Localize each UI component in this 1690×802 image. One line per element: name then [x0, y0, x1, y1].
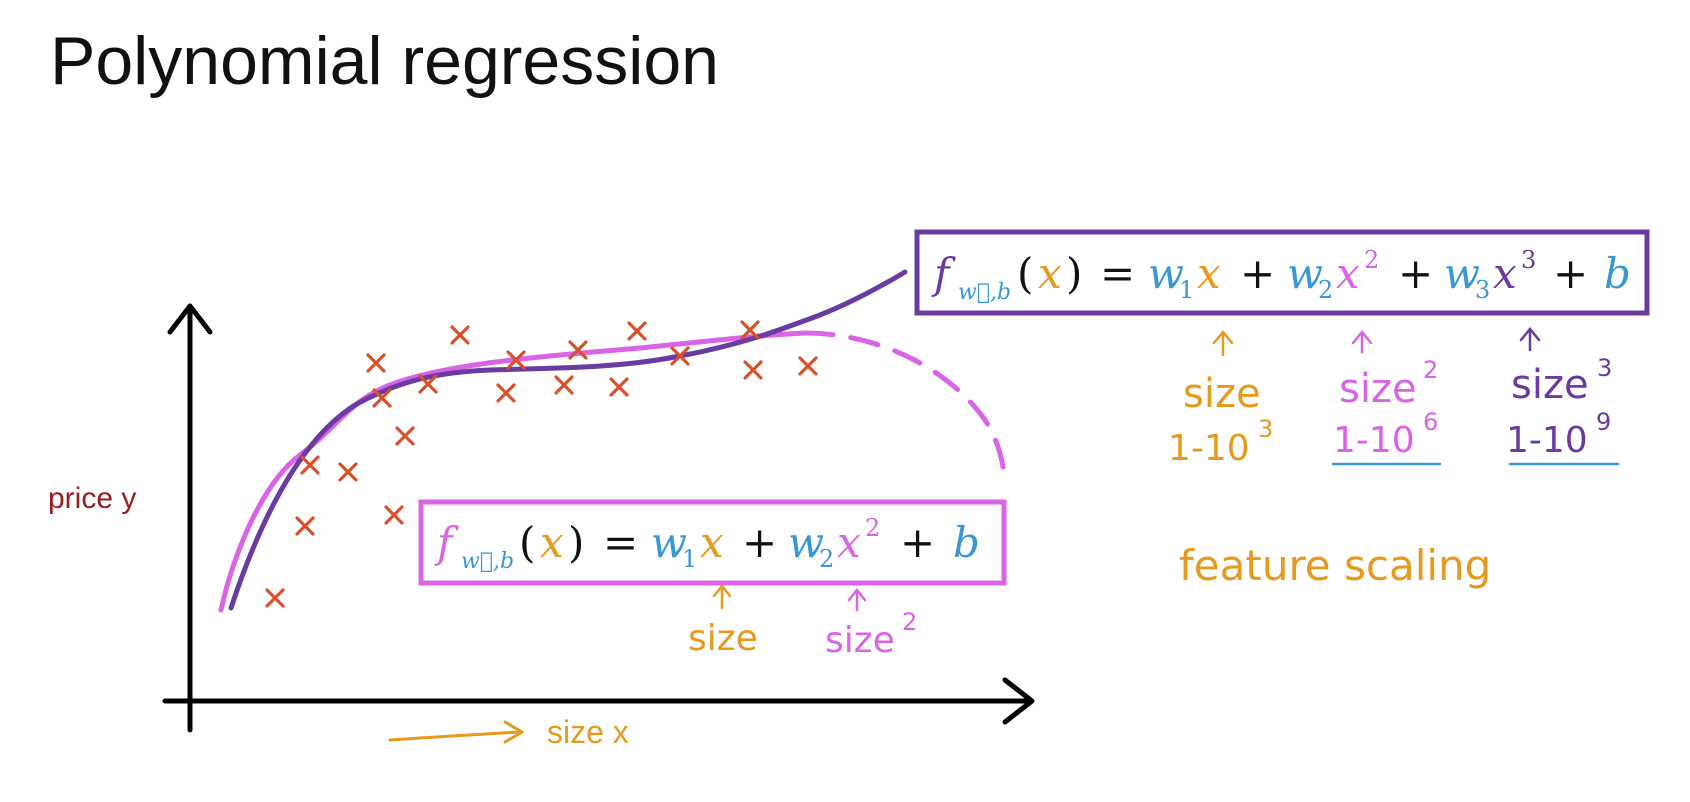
- quadratic-curve-dashed: [802, 330, 1008, 485]
- c-b: b: [1604, 249, 1631, 298]
- c-ann-size2-pow: 2: [1423, 356, 1438, 384]
- c-w2-sub: 2: [1318, 276, 1333, 304]
- c-plus1: +: [1240, 249, 1275, 298]
- q-ann-size2: size: [825, 620, 895, 661]
- data-point: [627, 321, 647, 341]
- data-point: [418, 374, 438, 394]
- q-paren-close: ): [568, 518, 584, 567]
- data-point: [496, 383, 516, 403]
- c-ann-size2: size: [1339, 366, 1417, 412]
- q-plus2: +: [900, 518, 935, 567]
- c-x3-pow: 3: [1521, 246, 1536, 274]
- q-plus1: +: [742, 518, 777, 567]
- c-ann-range2-pow: 6: [1423, 408, 1438, 436]
- data-point: [395, 426, 415, 446]
- c-w1-sub: 1: [1179, 276, 1194, 304]
- data-point: [568, 340, 588, 360]
- q-x1: x: [700, 518, 724, 567]
- q-arrow-size2: [847, 587, 867, 612]
- cubic-curve: [228, 269, 908, 611]
- data-point: [798, 356, 818, 376]
- slide-title: Polynomial regression: [50, 23, 719, 99]
- c-w3-sub: 3: [1475, 276, 1490, 304]
- data-point: [338, 462, 358, 482]
- q-x2-pow: 2: [865, 514, 880, 542]
- data-point: [295, 516, 315, 536]
- data-point: [743, 360, 763, 380]
- cubic-formula: f w⃗,b ( x ) = w 1 x + w 2 x 2 + w 3 x 3…: [931, 246, 1631, 305]
- q-w1-sub: 1: [682, 545, 697, 573]
- quadratic-formula: f w⃗,b ( x ) = w 1 x + w 2 x 2 + b: [434, 514, 980, 574]
- q-sub: w⃗,b: [461, 549, 514, 574]
- quadratic-annotations: size size 2: [688, 583, 917, 661]
- y-axis-label: price y: [48, 482, 136, 515]
- c-plus2: +: [1398, 249, 1433, 298]
- data-points: [265, 320, 818, 608]
- data-point: [740, 320, 760, 340]
- c-ann-size3: size: [1511, 362, 1589, 408]
- c-x-arg: x: [1038, 249, 1062, 298]
- c-paren-close: ): [1066, 249, 1082, 298]
- data-point: [372, 388, 392, 408]
- c-eq: =: [1100, 249, 1135, 298]
- data-point: [384, 505, 404, 525]
- c-plus3: +: [1553, 249, 1588, 298]
- c-arrow-size3: [1519, 327, 1541, 352]
- c-w2: w: [1287, 249, 1323, 298]
- q-x-arg: x: [540, 518, 564, 567]
- cubic-annotations: size 1-10 3 size 2 1-10 6 size 3 1-10 9: [1168, 327, 1620, 469]
- c-ann-size: size: [1183, 371, 1261, 417]
- data-point: [265, 588, 285, 608]
- c-x2: x: [1336, 249, 1360, 298]
- axes: [162, 303, 1035, 733]
- c-sub: w⃗,b: [958, 280, 1011, 305]
- c-ann-range3: 1-10: [1506, 420, 1588, 461]
- quadratic-formula-box: [418, 499, 1007, 586]
- c-x3: x: [1493, 249, 1517, 298]
- q-ann-size2-pow: 2: [902, 608, 917, 636]
- y-axis-arrowhead: [167, 303, 213, 335]
- x-axis-arrowhead: [1002, 677, 1035, 725]
- q-eq: =: [603, 518, 638, 567]
- data-point: [450, 325, 470, 345]
- quadratic-curve: [218, 330, 808, 613]
- q-w1: w: [651, 518, 687, 567]
- q-w2: w: [788, 518, 824, 567]
- c-w3: w: [1444, 249, 1480, 298]
- data-point: [300, 455, 320, 475]
- data-point: [366, 353, 386, 373]
- data-point: [506, 350, 526, 370]
- c-ann-range2: 1-10: [1333, 420, 1415, 461]
- q-paren-open: (: [519, 518, 535, 567]
- data-point: [609, 377, 629, 397]
- c-w1: w: [1148, 249, 1184, 298]
- c-arrow-size2: [1351, 330, 1373, 354]
- x-direction-arrow: [388, 730, 522, 742]
- x-axis-label: size x: [547, 714, 629, 750]
- q-arrow-size: [712, 583, 732, 610]
- c-x2-pow: 2: [1364, 246, 1379, 274]
- c-ann-range3-pow: 9: [1596, 408, 1611, 436]
- c-arrow-size: [1212, 330, 1234, 357]
- c-paren-open: (: [1017, 249, 1033, 298]
- q-b: b: [953, 518, 980, 567]
- c-x1: x: [1197, 249, 1221, 298]
- c-ann-range1: 1-10: [1168, 428, 1250, 469]
- cubic-formula-box: [914, 229, 1650, 316]
- data-point: [670, 346, 690, 366]
- data-point: [554, 375, 574, 395]
- q-ann-size: size: [688, 618, 758, 659]
- q-w2-sub: 2: [819, 545, 834, 573]
- x-direction-arrowhead: [503, 720, 524, 744]
- c-ann-range1-pow: 3: [1258, 415, 1273, 443]
- c-ann-size3-pow: 3: [1597, 354, 1612, 382]
- feature-scaling-label: feature scaling: [1179, 541, 1491, 590]
- q-x2: x: [837, 518, 861, 567]
